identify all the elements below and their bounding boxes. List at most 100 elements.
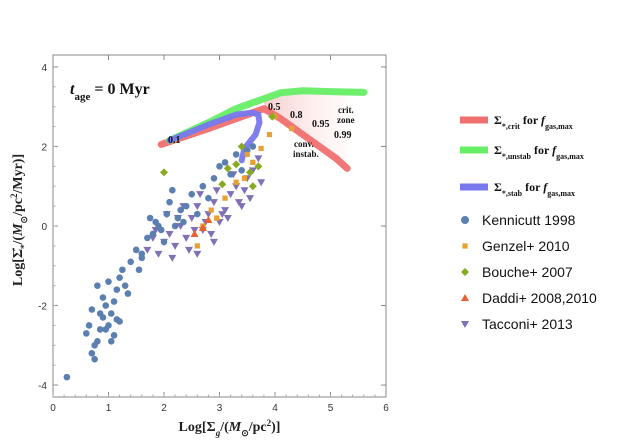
point-triangle-down [246, 195, 255, 203]
point-triangle-down [218, 211, 227, 219]
fgas-label: 0.8 [290, 110, 303, 121]
point-triangle-down [234, 199, 243, 207]
point-circle [238, 167, 245, 174]
point-circle [146, 214, 154, 222]
legend-curve-label: Σ*,stab for fgas,max [494, 180, 575, 198]
point-diamond [246, 168, 255, 177]
point-circle [157, 226, 165, 234]
y-tick-label: 4 [41, 63, 47, 74]
x-tick-label: 4 [272, 403, 278, 414]
point-circle [91, 342, 98, 349]
point-diamond [223, 164, 232, 173]
point-circle [105, 278, 112, 285]
axes: 0 1 2 3 4 5 6 -4 -2 0 2 4 Log[Σg/(M⊙/pc2)] Log[Σ̇*/(M… [9, 55, 389, 438]
legend-series-label: Daddi+ 2008,2010 [482, 290, 597, 306]
curve-crit [157, 105, 351, 172]
point-circle [88, 349, 96, 357]
point-triangle-down [248, 167, 257, 175]
point-circle [127, 258, 134, 266]
point-triangle-down [193, 250, 202, 258]
legend-marker [461, 268, 469, 276]
point-triangle-down [221, 207, 230, 215]
point-square [214, 215, 220, 221]
fgas-label: 0.99 [334, 130, 352, 141]
point-triangle-down [223, 215, 232, 223]
point-triangle-down [207, 230, 216, 238]
point-circle [83, 330, 90, 337]
point-circle [144, 234, 151, 242]
curve-stab [166, 109, 263, 164]
point-circle [113, 286, 121, 293]
point-circle [216, 163, 223, 170]
point-triangle-down [193, 203, 202, 211]
point-circle [124, 290, 132, 297]
point-square [258, 145, 264, 152]
point-diamond [218, 180, 227, 189]
legend-series-label: Kennicutt 1998 [482, 212, 576, 228]
point-circle [152, 218, 159, 226]
point-circle [94, 282, 101, 289]
point-circle [110, 298, 118, 305]
point-square [233, 179, 239, 185]
point-triangle-down [143, 246, 152, 254]
point-square [208, 207, 214, 213]
fgas-label: 0.95 [312, 119, 330, 130]
point-circle [121, 282, 129, 289]
point-square [266, 131, 273, 138]
point-circle [194, 210, 201, 218]
point-circle [163, 210, 171, 218]
point-circle [116, 274, 123, 281]
legend-curve-label: Σ*,crit for fgas,max [494, 113, 573, 131]
point-circle [138, 250, 146, 258]
point-circle [177, 206, 184, 214]
point-triangle-down [226, 191, 235, 199]
x-tick-label: 1 [106, 403, 112, 414]
fgas-label: 0.1 [168, 135, 181, 146]
legend-curve-label: Σ*,unstab for fgas,max [494, 143, 584, 161]
point-circle [96, 310, 104, 317]
point-square [289, 125, 295, 132]
point-triangle-down [257, 179, 266, 187]
point-circle [119, 266, 126, 274]
point-triangle-down [240, 187, 249, 195]
y-tick-label: 0 [41, 222, 47, 233]
legend: Σ*,crit for fgas,max Σ*,unstab for fgas,m… [460, 113, 597, 332]
legend-marker [462, 243, 468, 249]
point-circle [149, 230, 157, 238]
point-circle [85, 322, 93, 329]
fgas-label: 0.5 [268, 102, 281, 113]
chart-marks [63, 87, 368, 381]
point-triangle-down [187, 215, 196, 223]
point-triangle-down [168, 254, 177, 262]
point-triangle-down [212, 187, 221, 195]
point-circle [88, 306, 96, 313]
point-circle [205, 194, 212, 202]
point-triangle-down [154, 250, 163, 258]
point-circle [171, 222, 179, 230]
point-circle [221, 159, 229, 166]
point-circle [232, 151, 240, 158]
point-triangle-down [232, 183, 241, 191]
conv-instab-label: conv. [294, 139, 314, 149]
point-triangle-down [182, 234, 191, 242]
y-tick-label: -4 [38, 381, 47, 392]
point-square [244, 151, 250, 158]
point-circle [116, 318, 123, 325]
point-circle [188, 190, 196, 198]
point-triangle-down [215, 219, 224, 227]
point-circle [174, 214, 182, 222]
point-circle [96, 326, 104, 333]
legend-series-label: Bouche+ 2007 [482, 264, 573, 280]
panel-label: tage = 0 Myr [70, 81, 150, 103]
legend-marker [461, 321, 469, 328]
x-tick-label: 2 [161, 403, 167, 414]
point-diamond [237, 142, 246, 151]
y-axis-label: Log[Σ̇*/(M⊙/pc2/Myr)] [9, 154, 29, 286]
point-triangle-up [190, 229, 199, 237]
point-triangle-down [209, 238, 218, 246]
point-circle [107, 338, 115, 345]
point-square [250, 159, 256, 165]
x-tick-label: 3 [217, 403, 223, 414]
point-diamond [268, 112, 277, 121]
